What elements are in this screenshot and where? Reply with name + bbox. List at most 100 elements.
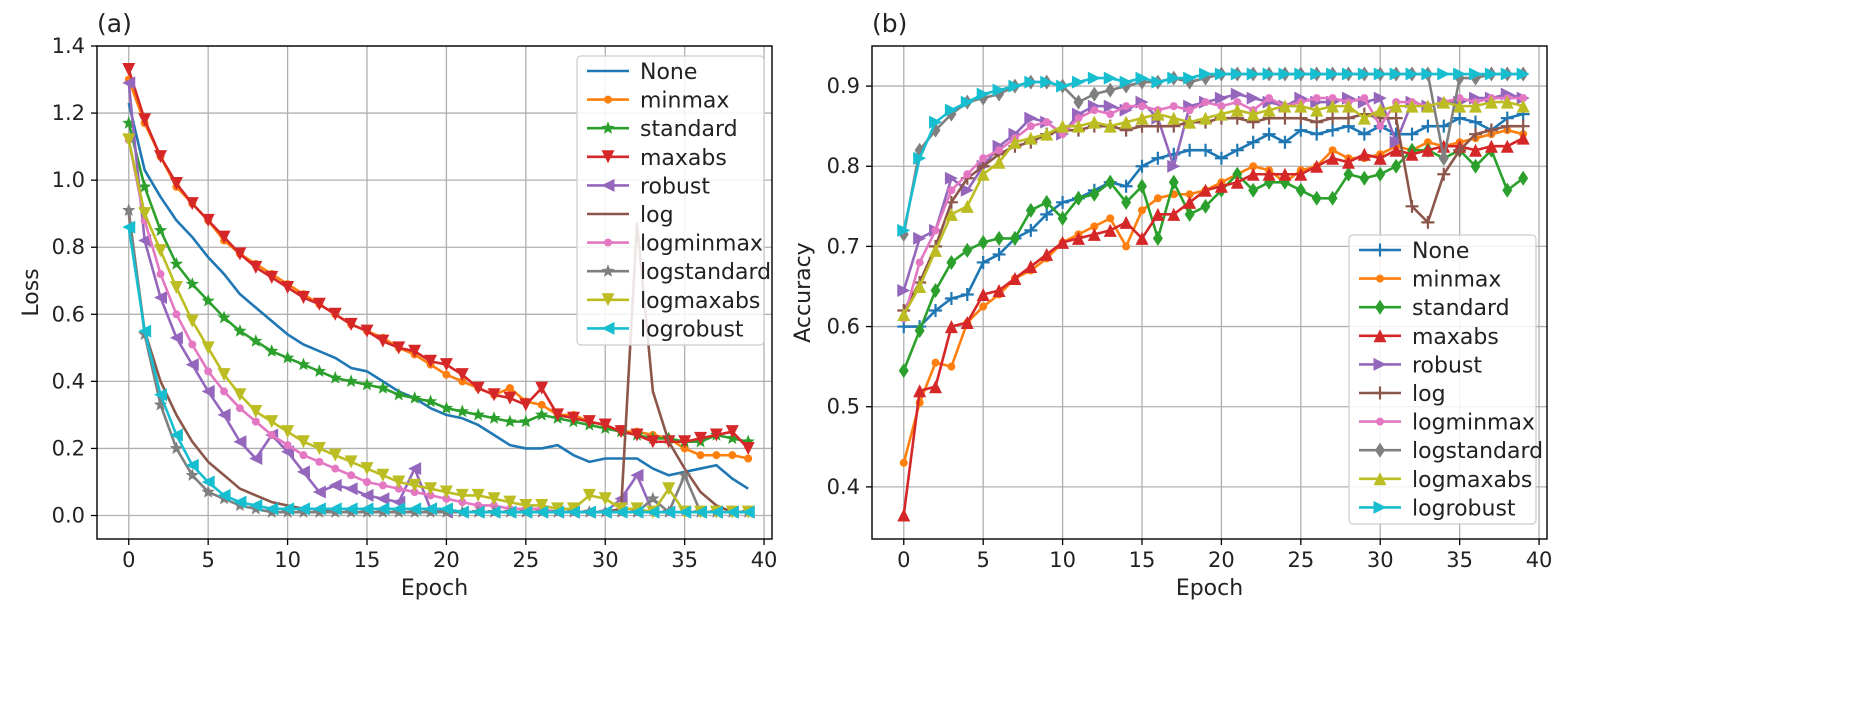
legend-label-standard: standard [1412, 296, 1510, 321]
series-line-logstandard [127, 210, 749, 514]
data-point-logrobust [551, 505, 565, 519]
data-point-logrobust [1262, 67, 1276, 81]
data-point-maxabs [154, 150, 168, 164]
data-point-logmaxabs [976, 167, 990, 181]
data-point-minmax [1185, 190, 1194, 199]
data-point-logminmax [156, 270, 165, 279]
data-point-maxabs [1341, 155, 1355, 169]
data-point-robust [201, 384, 215, 398]
data-point-logminmax [1106, 110, 1115, 119]
data-point-logminmax [1217, 102, 1226, 111]
data-point-logminmax [1519, 94, 1528, 103]
data-point-logrobust [929, 115, 943, 129]
legend-marker-logstandard [1375, 442, 1385, 458]
data-point-robust [1214, 91, 1228, 105]
data-point-robust [944, 171, 958, 185]
x-tick-label: 30 [592, 548, 619, 572]
data-point-logrobust [1103, 71, 1117, 85]
series-line-maxabs [127, 69, 750, 450]
data-point-robust [630, 468, 644, 482]
data-point-log [1469, 127, 1483, 141]
data-point-logrobust [1373, 67, 1387, 81]
data-point-logrobust [1500, 67, 1514, 81]
legend-marker-logrobust [601, 321, 615, 335]
data-point-standard [360, 377, 374, 391]
data-point-logmaxabs [1008, 135, 1022, 149]
x-tick-label: 0 [897, 548, 910, 572]
x-tick-label: 20 [433, 548, 460, 572]
data-point-logrobust [662, 505, 676, 519]
data-point-logmaxabs [1389, 99, 1403, 113]
data-point-logrobust [960, 95, 974, 109]
y-tick-label: 0.5 [827, 395, 860, 419]
series-line-standard [902, 148, 1524, 372]
data-point-minmax [505, 384, 514, 393]
data-point-standard [1518, 170, 1529, 186]
data-point-maxabs [992, 283, 1006, 297]
data-point-logrobust [1341, 67, 1355, 81]
data-point-maxabs [487, 388, 501, 402]
data-point-logrobust [646, 505, 660, 519]
data-point-maxabs [913, 384, 927, 398]
data-point-logrobust [630, 505, 644, 519]
data-point-logminmax [442, 494, 451, 503]
data-point-maxabs [519, 398, 533, 412]
data-point-maxabs [1246, 167, 1260, 181]
data-point-logrobust [1214, 67, 1228, 81]
data-point-logmaxabs [408, 478, 422, 492]
data-point-maxabs [1087, 227, 1101, 241]
legend-marker-maxabs [601, 150, 615, 164]
data-point-logmaxabs [424, 482, 438, 496]
data-point-logminmax [1360, 94, 1369, 103]
data-point-logrobust [376, 502, 390, 516]
data-point-maxabs [1151, 207, 1165, 221]
data-point-logminmax [1090, 106, 1099, 115]
legend-marker-logmaxabs [1373, 472, 1387, 486]
data-point-logmaxabs [598, 492, 612, 506]
data-point-standard [535, 407, 549, 421]
data-point-None [1183, 143, 1197, 157]
data-point-logmaxabs [1262, 103, 1276, 117]
data-point-standard [201, 293, 215, 307]
data-point-logmaxabs [1040, 127, 1054, 141]
data-point-standard [1121, 194, 1132, 210]
data-point-minmax [1106, 214, 1115, 223]
data-point-logrobust [1405, 67, 1419, 81]
data-point-maxabs [169, 177, 183, 191]
data-point-logmaxabs [1469, 99, 1483, 113]
data-point-logrobust [1087, 71, 1101, 85]
data-point-logrobust [1135, 71, 1149, 85]
data-point-standard [1375, 166, 1386, 182]
data-point-maxabs [1135, 231, 1149, 245]
data-point-logmaxabs [296, 435, 310, 449]
data-point-logmaxabs [439, 485, 453, 499]
data-point-maxabs [424, 354, 438, 368]
data-point-None [929, 304, 943, 318]
data-point-logmaxabs [1278, 99, 1292, 113]
data-point-logstandard [153, 397, 168, 411]
data-point-maxabs [1119, 215, 1133, 229]
data-point-logminmax [1376, 122, 1385, 131]
data-point-logminmax [1138, 102, 1146, 111]
data-point-standard [280, 350, 295, 364]
y-tick-label: 0.4 [827, 475, 860, 499]
data-point-logmaxabs [281, 425, 295, 439]
series-line-robust [127, 82, 749, 514]
data-point-logstandard [1105, 82, 1116, 98]
data-point-None [1230, 143, 1244, 157]
data-point-logmaxabs [503, 495, 517, 509]
data-point-None [1469, 115, 1483, 129]
data-point-maxabs [249, 260, 263, 274]
data-point-minmax [744, 454, 753, 463]
data-point-logrobust [1230, 67, 1244, 81]
legend-marker-robust [601, 178, 615, 192]
series-line-logmaxabs [127, 139, 749, 514]
data-point-standard [265, 344, 279, 357]
data-point-logmaxabs [1326, 99, 1340, 113]
x-tick-label: 20 [1208, 548, 1235, 572]
data-point-logrobust [169, 428, 183, 442]
data-point-maxabs [1214, 179, 1228, 193]
data-point-maxabs [1230, 175, 1244, 189]
data-point-minmax [1138, 206, 1146, 215]
